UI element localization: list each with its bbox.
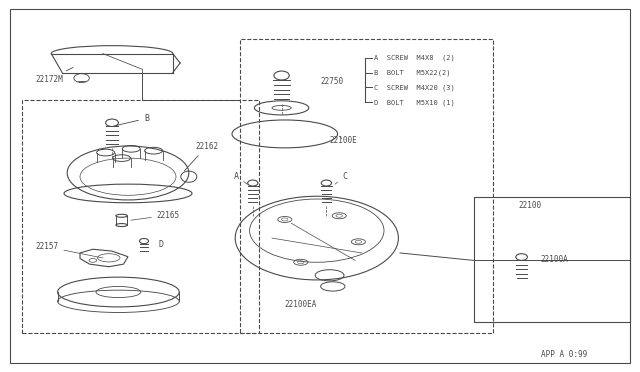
Text: B  BOLT   M5X22(2): B BOLT M5X22(2): [374, 69, 451, 76]
Text: 22100A: 22100A: [541, 255, 568, 264]
Text: A: A: [234, 171, 248, 185]
Text: 22750: 22750: [320, 77, 343, 86]
Text: B: B: [115, 114, 149, 126]
Text: C: C: [335, 171, 348, 184]
Text: 22157: 22157: [35, 242, 103, 258]
Text: D: D: [159, 240, 164, 249]
Text: D  BOLT   M5X10 (1): D BOLT M5X10 (1): [374, 99, 455, 106]
Text: 22172M: 22172M: [35, 67, 73, 84]
Text: A  SCREW  M4X8  (2): A SCREW M4X8 (2): [374, 54, 455, 61]
Text: C  SCREW  M4X20 (3): C SCREW M4X20 (3): [374, 84, 455, 91]
Text: 22162: 22162: [184, 142, 218, 171]
Text: 22100: 22100: [518, 201, 541, 210]
Text: APP A 0:99: APP A 0:99: [541, 350, 587, 359]
Text: 22100EA: 22100EA: [285, 300, 317, 309]
Text: 22100E: 22100E: [330, 136, 357, 145]
Text: 22165: 22165: [131, 211, 180, 220]
